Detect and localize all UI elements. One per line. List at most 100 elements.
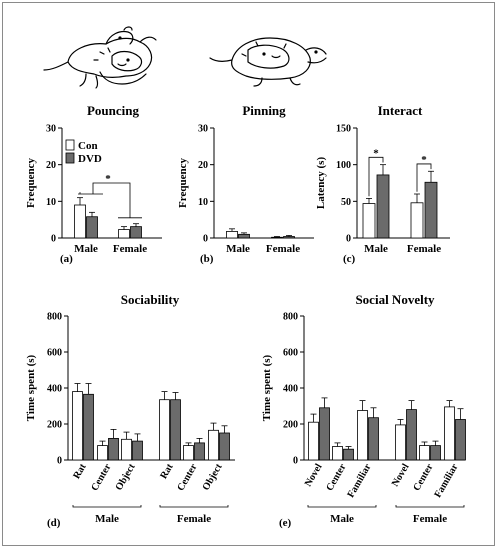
y-tick-label: 20	[46, 160, 56, 171]
panel-label: (d)	[47, 517, 61, 529]
panel-label: (b)	[200, 253, 214, 265]
y-tick-label: 10	[198, 197, 208, 208]
y-tick-label: 800	[283, 312, 298, 323]
bar-con	[419, 445, 430, 461]
chart-c: Interact 0 50 100 150 Latency (s) Male Female (c…	[315, 103, 450, 265]
bar-dvd	[376, 174, 390, 239]
panel-label: (e)	[279, 517, 292, 529]
significance-star: *	[105, 173, 111, 185]
y-tick-label: 100	[336, 160, 351, 171]
bar-dvd	[108, 437, 119, 461]
y-axis-label: Frequency	[25, 158, 37, 208]
chart-title: Social Novelty	[355, 292, 435, 307]
bar-dvd	[132, 440, 143, 461]
bar-con	[410, 202, 424, 239]
y-tick-label: 0	[346, 234, 351, 245]
y-tick-label: 20	[198, 160, 208, 171]
group-label: Female	[413, 513, 447, 525]
bar-dvd	[86, 216, 98, 239]
bar-con	[362, 203, 376, 239]
x-tick-label: Rat	[158, 461, 176, 481]
x-tick-label: Male	[364, 243, 388, 255]
group-label: Female	[177, 513, 211, 525]
bar-dvd	[283, 236, 295, 239]
bar-con	[72, 391, 83, 461]
x-tick-label: Rat	[71, 461, 89, 481]
y-tick-label: 200	[283, 420, 298, 431]
bar-dvd	[406, 409, 417, 461]
chart-d: Sociability 0 200 400 600 800 Time spent (s) Ra…	[25, 292, 235, 529]
bar-con	[308, 421, 319, 461]
group-label: Male	[330, 513, 354, 525]
y-axis-label: Time spent (s)	[261, 354, 273, 421]
bar-con	[97, 445, 108, 461]
y-tick-label: 0	[203, 234, 208, 245]
bar-dvd	[83, 393, 94, 461]
bar-con	[444, 406, 455, 461]
x-tick-label: Female	[113, 243, 147, 255]
bar-con	[357, 410, 368, 461]
x-tick-label: Male	[74, 243, 98, 255]
x-tick-label: Male	[226, 243, 250, 255]
y-tick-label: 800	[47, 312, 62, 323]
x-tick-label: Female	[407, 243, 441, 255]
legend-swatch-dvd	[65, 152, 75, 164]
group-bracket	[72, 505, 142, 508]
x-tick-label: Familiar	[432, 462, 460, 500]
bar-dvd	[319, 407, 330, 461]
significance-star: *	[373, 147, 379, 159]
significance-bracket	[368, 156, 384, 197]
x-tick-label: Object	[201, 461, 225, 492]
legend-label-con: Con	[78, 140, 98, 152]
y-tick-label: 600	[47, 348, 62, 359]
bar-con	[183, 445, 194, 461]
x-tick-label: Center	[175, 462, 200, 493]
x-tick-label: Novel	[303, 462, 325, 489]
legend-label-dvd: DVD	[78, 153, 102, 165]
group-bracket	[395, 505, 465, 508]
chart-b: Pinning 0 10 20 30 Frequency Male Female (b)	[177, 103, 314, 265]
bar-dvd	[194, 442, 205, 461]
legend-swatch-con	[65, 139, 75, 151]
x-tick-label: Familiar	[345, 462, 373, 500]
y-tick-label: 10	[46, 197, 56, 208]
group-bracket	[307, 505, 377, 508]
bar-dvd	[424, 181, 438, 239]
bar-con	[121, 438, 132, 461]
charts-layer: Pouncing 0 10 20 30 Frequency Male Female (a) Con…	[25, 103, 466, 529]
rat-pouncing-drawing	[43, 26, 157, 89]
significance-bracket	[78, 182, 142, 219]
chart-a: Pouncing 0 10 20 30 Frequency Male Female (a) Con…	[25, 103, 162, 265]
y-tick-label: 0	[57, 456, 62, 467]
bar-dvd	[130, 226, 142, 239]
rat-pinning-drawing	[209, 37, 327, 87]
bar-con	[159, 399, 170, 461]
bar-dvd	[343, 448, 354, 461]
y-tick-label: 150	[336, 124, 351, 135]
y-tick-label: 600	[283, 348, 298, 359]
x-tick-label: Center	[411, 462, 436, 493]
bar-dvd	[219, 432, 230, 461]
significance-star: *	[421, 154, 427, 166]
x-tick-label: Object	[114, 461, 138, 492]
x-tick-label: Center	[89, 462, 114, 493]
significance-bracket	[416, 163, 432, 192]
y-tick-label: 50	[341, 197, 351, 208]
y-tick-label: 400	[47, 384, 62, 395]
chart-title: Sociability	[121, 292, 180, 307]
bar-con	[74, 204, 86, 239]
group-bracket	[159, 505, 229, 508]
bar-dvd	[430, 445, 441, 461]
panel-label: (a)	[60, 253, 73, 265]
y-tick-label: 30	[46, 124, 56, 135]
chart-title: Pouncing	[87, 103, 140, 118]
y-tick-label: 400	[283, 384, 298, 395]
bar-dvd	[238, 233, 250, 239]
panel-label: (c)	[343, 253, 356, 265]
y-axis-label: Latency (s)	[315, 157, 327, 210]
bar-con	[395, 424, 406, 461]
x-tick-label: Female	[266, 243, 300, 255]
bar-dvd	[170, 399, 181, 461]
y-tick-label: 200	[47, 420, 62, 431]
